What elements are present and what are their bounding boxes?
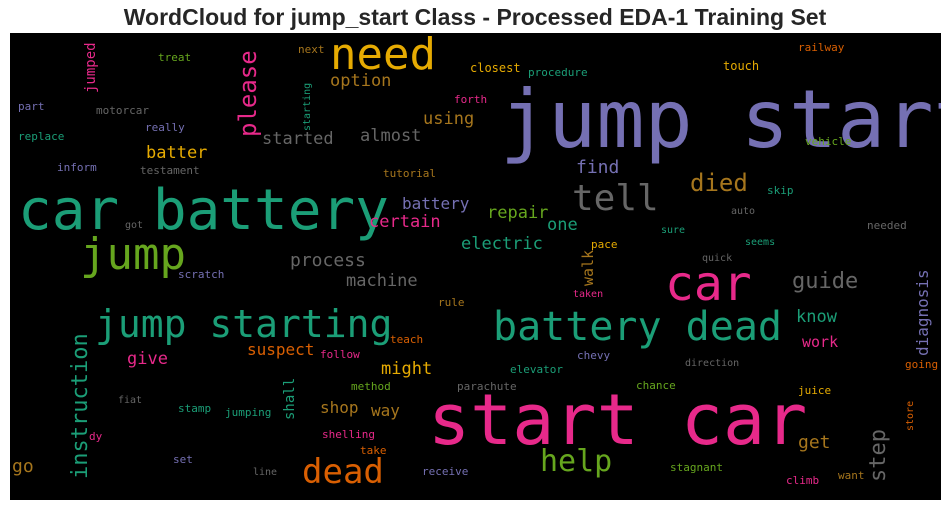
- word-started: started: [262, 129, 334, 149]
- word-find: find: [576, 157, 620, 178]
- word-dead: dead: [302, 452, 384, 492]
- word-method: method: [351, 380, 391, 393]
- word-inform: inform: [57, 161, 97, 174]
- word-need: need: [330, 33, 436, 80]
- word-skip: skip: [767, 184, 794, 197]
- word-jump-start: jump start: [500, 73, 941, 166]
- word-chevy: chevy: [577, 349, 611, 362]
- word-almost: almost: [360, 126, 422, 146]
- word-starting: starting: [301, 82, 313, 131]
- word-follow: follow: [320, 348, 360, 361]
- word-receive: receive: [422, 465, 469, 478]
- word-taken: taken: [573, 289, 604, 300]
- word-seems: seems: [745, 237, 776, 248]
- word-vehicle: vehicle: [805, 135, 852, 148]
- word-shall: shall: [282, 377, 299, 420]
- word-help: help: [540, 444, 613, 479]
- word-auto: auto: [731, 206, 756, 217]
- word-procedure: procedure: [528, 66, 588, 79]
- word-elevator: elevator: [510, 363, 563, 376]
- word-quick: quick: [702, 253, 733, 264]
- word-needed: needed: [867, 219, 907, 232]
- word-fiat: fiat: [118, 395, 143, 406]
- word-step: step: [865, 429, 891, 482]
- word-jump-starting: jump starting: [95, 302, 393, 346]
- word-tutorial: tutorial: [383, 167, 436, 180]
- word-go: go: [12, 456, 34, 477]
- word-tell: tell: [572, 178, 659, 219]
- word-shelling: shelling: [322, 428, 375, 441]
- word-juice: juice: [798, 384, 832, 397]
- word-please: please: [233, 50, 262, 137]
- word-walk: walk: [579, 249, 598, 286]
- word-dy: dy: [89, 430, 103, 443]
- word-battery-dead: battery dead: [493, 304, 782, 350]
- word-way: way: [371, 401, 400, 420]
- word-died: died: [690, 169, 748, 197]
- wordcloud-canvas: jump start start car car battery battery de…: [10, 33, 941, 500]
- word-take: take: [360, 444, 387, 457]
- word-using: using: [423, 109, 475, 129]
- word-instruction: instruction: [67, 333, 93, 479]
- word-start-car: start car: [428, 379, 808, 461]
- word-forth: forth: [454, 93, 488, 106]
- word-got: got: [125, 220, 144, 231]
- word-want: want: [838, 469, 865, 482]
- word-chance: chance: [636, 379, 676, 392]
- word-testament: testament: [140, 164, 200, 177]
- word-touch: touch: [723, 59, 760, 73]
- word-know: know: [796, 307, 837, 327]
- word-really: really: [145, 121, 185, 134]
- word-one: one: [547, 215, 578, 235]
- word-direction: direction: [685, 358, 740, 369]
- word-diagnosis: diagnosis: [913, 269, 933, 356]
- chart-title: WordCloud for jump_start Class - Process…: [123, 4, 827, 30]
- word-process: process: [290, 250, 366, 271]
- word-next: next: [298, 43, 325, 56]
- word-option: option: [330, 71, 392, 91]
- word-repair: repair: [487, 203, 549, 223]
- word-parachute: parachute: [457, 380, 517, 393]
- word-rule: rule: [438, 296, 465, 309]
- word-treat: treat: [158, 51, 192, 64]
- word-railway: railway: [798, 41, 845, 54]
- word-stamp: stamp: [178, 402, 212, 415]
- word-batter: batter: [146, 143, 208, 163]
- word-jumped: jumped: [83, 42, 100, 93]
- word-guide: guide: [792, 269, 859, 294]
- word-might: might: [381, 359, 433, 379]
- word-certain: certain: [369, 212, 441, 232]
- word-line: line: [253, 467, 278, 478]
- word-electric: electric: [461, 234, 543, 254]
- word-stagnant: stagnant: [670, 461, 723, 474]
- word-part: part: [18, 100, 45, 113]
- word-car: car: [665, 256, 752, 312]
- word-car-battery: car battery: [18, 178, 389, 243]
- word-get: get: [798, 432, 831, 453]
- word-replace: replace: [18, 130, 65, 143]
- word-store: store: [904, 400, 916, 431]
- word-give: give: [127, 349, 168, 369]
- word-work: work: [802, 333, 839, 351]
- word-motorcar: motorcar: [96, 104, 149, 117]
- word-teach: teach: [390, 333, 424, 346]
- word-suspect: suspect: [247, 340, 315, 359]
- word-sure: sure: [661, 225, 686, 236]
- word-battery: battery: [402, 194, 470, 213]
- word-machine: machine: [346, 271, 418, 291]
- word-jump: jump: [80, 229, 186, 280]
- word-set: set: [173, 453, 193, 466]
- word-shop: shop: [320, 398, 359, 417]
- word-jumping: jumping: [225, 406, 272, 419]
- word-going: going: [905, 358, 939, 371]
- word-closest: closest: [470, 61, 521, 75]
- word-pace: pace: [591, 238, 618, 251]
- word-climb: climb: [786, 474, 820, 487]
- word-scratch: scratch: [178, 268, 225, 281]
